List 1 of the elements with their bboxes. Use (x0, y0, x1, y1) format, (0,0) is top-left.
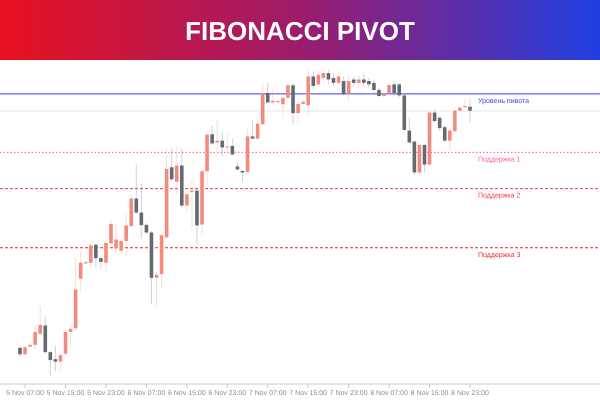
chart-title: FIBONACCI PIVOT (185, 16, 415, 46)
